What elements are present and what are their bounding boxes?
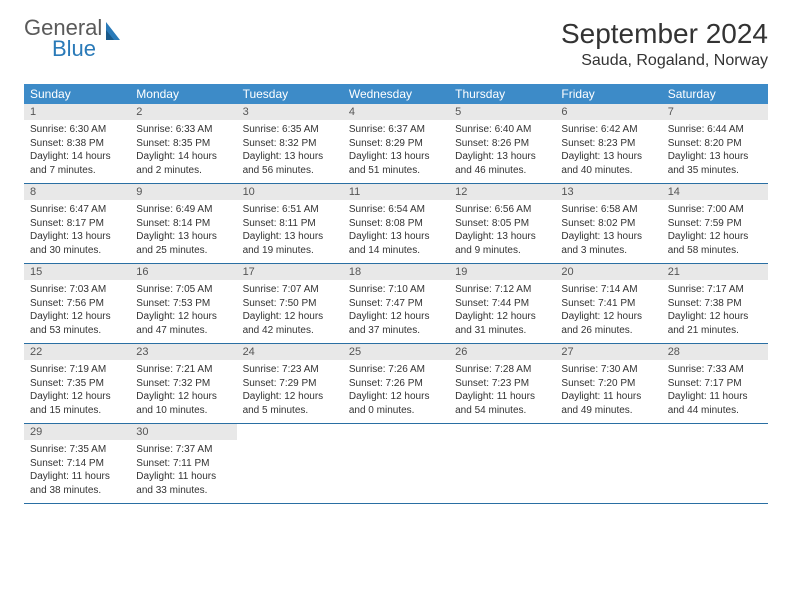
day-content-cell: Sunrise: 7:28 AMSunset: 7:23 PMDaylight:…: [449, 360, 555, 424]
day-number-cell: 8: [24, 184, 130, 201]
day-number-cell: 13: [555, 184, 661, 201]
day-number-cell: 3: [237, 104, 343, 120]
day-number-cell: 4: [343, 104, 449, 120]
day-number-cell: 22: [24, 344, 130, 361]
weekday-header: Wednesday: [343, 84, 449, 104]
day-number-row: 15161718192021: [24, 264, 768, 281]
day-content-cell: Sunrise: 7:37 AMSunset: 7:11 PMDaylight:…: [130, 440, 236, 504]
logo-sail-icon: [104, 20, 124, 46]
day-number-cell: 9: [130, 184, 236, 201]
day-content-cell: Sunrise: 7:17 AMSunset: 7:38 PMDaylight:…: [662, 280, 768, 344]
day-content-cell: [449, 440, 555, 504]
day-number-row: 2930: [24, 424, 768, 441]
day-number-row: 891011121314: [24, 184, 768, 201]
day-number-cell: 15: [24, 264, 130, 281]
day-number-cell: 27: [555, 344, 661, 361]
day-content-cell: Sunrise: 7:10 AMSunset: 7:47 PMDaylight:…: [343, 280, 449, 344]
day-number-cell: 25: [343, 344, 449, 361]
day-number-cell: [449, 424, 555, 441]
weekday-header-row: Sunday Monday Tuesday Wednesday Thursday…: [24, 84, 768, 104]
day-content-cell: Sunrise: 7:33 AMSunset: 7:17 PMDaylight:…: [662, 360, 768, 424]
day-number-cell: 7: [662, 104, 768, 120]
weekday-header: Tuesday: [237, 84, 343, 104]
day-content-cell: Sunrise: 7:19 AMSunset: 7:35 PMDaylight:…: [24, 360, 130, 424]
day-number-cell: [343, 424, 449, 441]
day-content-cell: Sunrise: 6:54 AMSunset: 8:08 PMDaylight:…: [343, 200, 449, 264]
day-content-cell: Sunrise: 7:12 AMSunset: 7:44 PMDaylight:…: [449, 280, 555, 344]
month-title: September 2024: [561, 18, 768, 50]
logo-text-blue: Blue: [52, 39, 102, 60]
day-number-row: 1234567: [24, 104, 768, 120]
day-content-cell: Sunrise: 7:03 AMSunset: 7:56 PMDaylight:…: [24, 280, 130, 344]
weekday-header: Friday: [555, 84, 661, 104]
day-content-cell: [343, 440, 449, 504]
weekday-header: Monday: [130, 84, 236, 104]
day-number-cell: 17: [237, 264, 343, 281]
day-number-cell: 30: [130, 424, 236, 441]
day-content-cell: Sunrise: 6:42 AMSunset: 8:23 PMDaylight:…: [555, 120, 661, 184]
day-number-cell: 1: [24, 104, 130, 120]
day-number-cell: 10: [237, 184, 343, 201]
logo: General Blue: [24, 18, 124, 60]
day-number-cell: 6: [555, 104, 661, 120]
day-content-cell: Sunrise: 6:51 AMSunset: 8:11 PMDaylight:…: [237, 200, 343, 264]
day-number-cell: 11: [343, 184, 449, 201]
day-content-cell: Sunrise: 6:33 AMSunset: 8:35 PMDaylight:…: [130, 120, 236, 184]
day-number-cell: 26: [449, 344, 555, 361]
day-content-cell: Sunrise: 7:07 AMSunset: 7:50 PMDaylight:…: [237, 280, 343, 344]
day-content-cell: Sunrise: 7:00 AMSunset: 7:59 PMDaylight:…: [662, 200, 768, 264]
day-number-cell: [662, 424, 768, 441]
day-content-cell: Sunrise: 7:05 AMSunset: 7:53 PMDaylight:…: [130, 280, 236, 344]
day-number-cell: 20: [555, 264, 661, 281]
day-content-cell: Sunrise: 7:23 AMSunset: 7:29 PMDaylight:…: [237, 360, 343, 424]
day-number-cell: 24: [237, 344, 343, 361]
day-content-cell: Sunrise: 6:47 AMSunset: 8:17 PMDaylight:…: [24, 200, 130, 264]
day-number-cell: 18: [343, 264, 449, 281]
day-number-cell: [555, 424, 661, 441]
calendar-table: Sunday Monday Tuesday Wednesday Thursday…: [24, 84, 768, 504]
day-number-row: 22232425262728: [24, 344, 768, 361]
header: General Blue September 2024 Sauda, Rogal…: [24, 18, 768, 70]
day-content-cell: Sunrise: 6:37 AMSunset: 8:29 PMDaylight:…: [343, 120, 449, 184]
day-number-cell: 19: [449, 264, 555, 281]
day-content-row: Sunrise: 6:30 AMSunset: 8:38 PMDaylight:…: [24, 120, 768, 184]
day-content-cell: Sunrise: 7:35 AMSunset: 7:14 PMDaylight:…: [24, 440, 130, 504]
day-content-cell: Sunrise: 6:56 AMSunset: 8:05 PMDaylight:…: [449, 200, 555, 264]
day-number-cell: 16: [130, 264, 236, 281]
day-content-cell: Sunrise: 6:35 AMSunset: 8:32 PMDaylight:…: [237, 120, 343, 184]
day-content-cell: Sunrise: 7:21 AMSunset: 7:32 PMDaylight:…: [130, 360, 236, 424]
day-content-cell: Sunrise: 7:30 AMSunset: 7:20 PMDaylight:…: [555, 360, 661, 424]
day-content-cell: Sunrise: 7:14 AMSunset: 7:41 PMDaylight:…: [555, 280, 661, 344]
weekday-header: Sunday: [24, 84, 130, 104]
day-content-cell: Sunrise: 6:49 AMSunset: 8:14 PMDaylight:…: [130, 200, 236, 264]
day-content-cell: [237, 440, 343, 504]
day-content-cell: [662, 440, 768, 504]
day-content-row: Sunrise: 7:03 AMSunset: 7:56 PMDaylight:…: [24, 280, 768, 344]
day-number-cell: 29: [24, 424, 130, 441]
day-number-cell: 28: [662, 344, 768, 361]
day-content-row: Sunrise: 7:19 AMSunset: 7:35 PMDaylight:…: [24, 360, 768, 424]
day-number-cell: [237, 424, 343, 441]
location: Sauda, Rogaland, Norway: [561, 52, 768, 70]
weekday-header: Thursday: [449, 84, 555, 104]
day-content-row: Sunrise: 7:35 AMSunset: 7:14 PMDaylight:…: [24, 440, 768, 504]
day-number-cell: 5: [449, 104, 555, 120]
day-content-cell: Sunrise: 6:30 AMSunset: 8:38 PMDaylight:…: [24, 120, 130, 184]
day-number-cell: 12: [449, 184, 555, 201]
day-content-cell: Sunrise: 6:58 AMSunset: 8:02 PMDaylight:…: [555, 200, 661, 264]
day-content-cell: Sunrise: 7:26 AMSunset: 7:26 PMDaylight:…: [343, 360, 449, 424]
day-content-cell: [555, 440, 661, 504]
day-number-cell: 21: [662, 264, 768, 281]
title-block: September 2024 Sauda, Rogaland, Norway: [561, 18, 768, 70]
weekday-header: Saturday: [662, 84, 768, 104]
day-number-cell: 2: [130, 104, 236, 120]
day-number-cell: 14: [662, 184, 768, 201]
day-content-cell: Sunrise: 6:40 AMSunset: 8:26 PMDaylight:…: [449, 120, 555, 184]
day-content-row: Sunrise: 6:47 AMSunset: 8:17 PMDaylight:…: [24, 200, 768, 264]
day-content-cell: Sunrise: 6:44 AMSunset: 8:20 PMDaylight:…: [662, 120, 768, 184]
day-number-cell: 23: [130, 344, 236, 361]
